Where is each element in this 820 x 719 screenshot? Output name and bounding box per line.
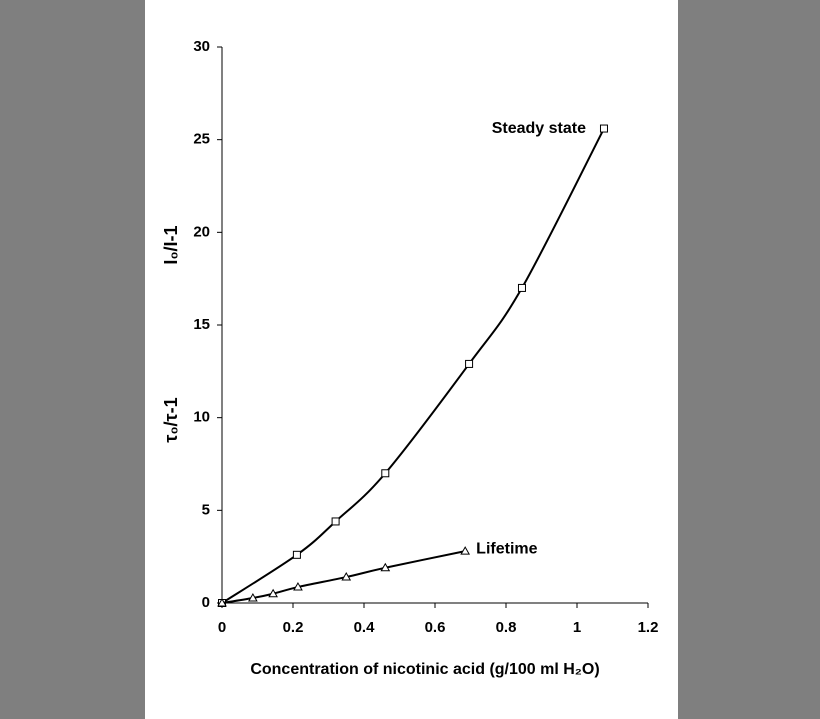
marker <box>293 582 303 591</box>
marker <box>331 517 340 526</box>
x-tick-label: 1 <box>573 619 581 636</box>
marker <box>268 588 278 598</box>
marker <box>460 546 471 555</box>
x-tick-label: 0.8 <box>496 619 517 636</box>
marker <box>292 550 301 559</box>
marker <box>341 572 352 581</box>
x-tick-label: 0.6 <box>425 619 446 636</box>
y-axis-label: τ₀/τ-1 <box>161 397 181 442</box>
marker <box>217 597 227 607</box>
y-tick-label: 5 <box>202 501 210 518</box>
x-tick-label: 0.2 <box>283 619 304 636</box>
y-tick-label: 20 <box>193 223 210 240</box>
x-tick-label: 0.4 <box>354 619 376 636</box>
series-label: Lifetime <box>476 540 537 557</box>
marker <box>465 359 474 368</box>
y-tick-label: 10 <box>193 409 210 426</box>
chart-background <box>145 0 678 719</box>
marker <box>517 283 526 292</box>
x-tick-label: 0 <box>218 619 226 636</box>
y-axis-label: I₀/I-1 <box>161 225 181 264</box>
y-tick-label: 25 <box>193 131 210 148</box>
y-tick-label: 30 <box>193 38 210 55</box>
marker <box>248 592 258 602</box>
x-tick-label: 1.2 <box>638 619 659 636</box>
marker <box>380 562 391 572</box>
marker <box>599 124 608 133</box>
x-axis-label: Concentration of nicotinic acid (g/100 m… <box>250 661 599 678</box>
y-tick-label: 15 <box>193 316 210 333</box>
marker <box>381 469 390 478</box>
series-label: Steady state <box>492 120 586 137</box>
y-tick-label: 0 <box>202 594 210 611</box>
